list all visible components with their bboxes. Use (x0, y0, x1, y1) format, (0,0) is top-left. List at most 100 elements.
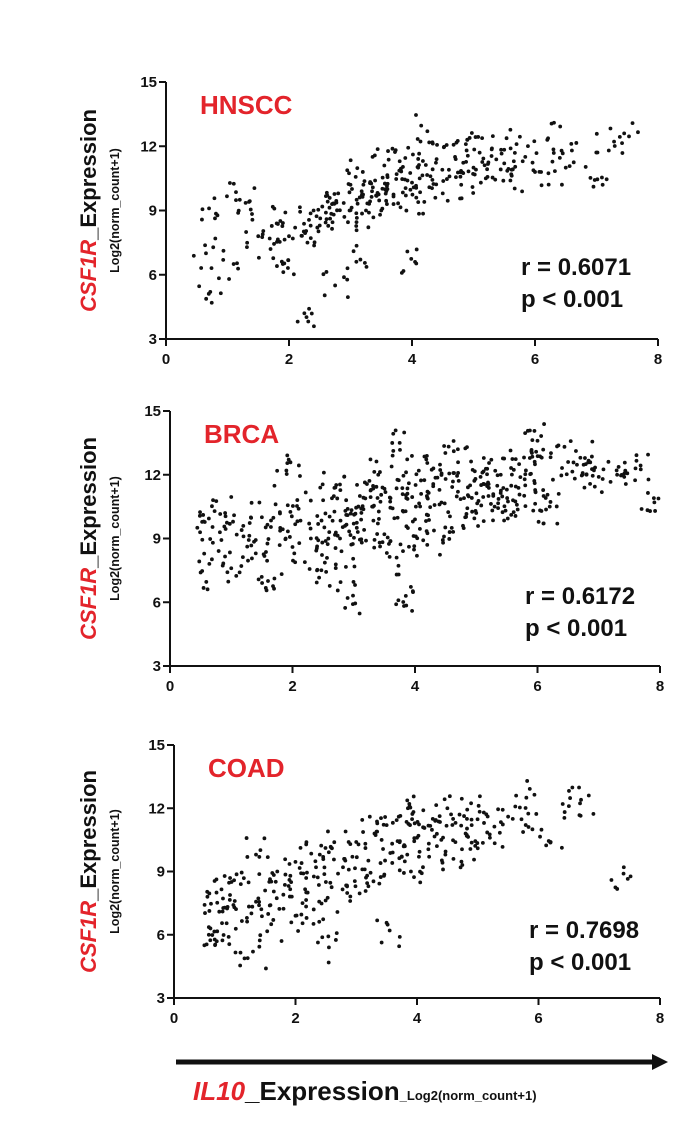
data-point (636, 130, 640, 135)
data-point (254, 852, 258, 857)
data-point (606, 148, 611, 153)
data-point (421, 808, 426, 813)
data-point (526, 811, 531, 816)
data-point (347, 529, 352, 534)
data-point (223, 527, 228, 531)
data-point (348, 533, 353, 537)
data-point (592, 484, 597, 489)
panel-coad: 0 2 4 6 8 3 6 9 12 15 CSF1R_Expression Log2(norm_co… (76, 737, 664, 1027)
data-point (405, 491, 410, 496)
data-point (301, 871, 306, 876)
data-point (382, 873, 386, 878)
data-point (216, 549, 221, 553)
data-point (390, 841, 395, 846)
data-point (210, 557, 214, 562)
data-point (328, 216, 332, 221)
data-point (439, 471, 444, 476)
data-point (563, 165, 568, 170)
data-point (572, 476, 577, 481)
data-point (412, 836, 417, 841)
data-point (379, 492, 384, 497)
data-point (338, 482, 342, 487)
data-point (532, 139, 537, 144)
data-point (234, 872, 239, 877)
data-point (645, 508, 650, 513)
data-point (348, 899, 353, 903)
data-point (354, 840, 359, 844)
x-tick-label: 4 (408, 351, 417, 368)
data-point (221, 561, 226, 566)
data-point (289, 894, 294, 899)
data-point (510, 816, 515, 821)
data-point (345, 596, 350, 600)
data-point (321, 272, 326, 277)
data-point (425, 129, 430, 134)
data-point (384, 920, 389, 925)
data-point (523, 431, 528, 436)
data-point (439, 500, 444, 505)
data-point (296, 506, 301, 511)
data-point (493, 468, 498, 473)
y-axis-label-rest: _Expression (76, 109, 101, 241)
data-point (382, 181, 387, 186)
p-value: p < 0.001 (529, 949, 631, 976)
data-point (333, 530, 338, 535)
data-point (328, 880, 333, 885)
data-point (482, 821, 486, 825)
data-point (232, 899, 237, 903)
data-point (532, 478, 537, 483)
data-point (505, 516, 510, 521)
data-point (454, 175, 458, 180)
data-point (405, 249, 410, 254)
data-point (480, 160, 485, 164)
data-point (333, 938, 338, 942)
data-point (604, 177, 609, 182)
data-point (591, 812, 596, 816)
data-point (449, 812, 453, 817)
data-point (191, 253, 196, 258)
data-point (229, 495, 234, 499)
data-point (502, 161, 507, 166)
points-group (202, 779, 633, 971)
data-point (416, 157, 421, 161)
data-point (312, 240, 317, 245)
data-point (247, 533, 252, 538)
data-point (412, 547, 416, 552)
data-point (453, 820, 458, 825)
data-point (239, 564, 244, 568)
data-point (433, 818, 438, 822)
data-point (300, 921, 305, 926)
data-point (398, 205, 403, 210)
data-point (231, 262, 236, 266)
data-point (578, 801, 582, 806)
data-point (368, 870, 373, 875)
data-point (410, 192, 415, 197)
data-point (488, 835, 492, 840)
data-point (419, 871, 424, 876)
data-point (354, 220, 359, 224)
data-point (250, 217, 255, 222)
data-point (271, 515, 276, 520)
data-point (347, 190, 352, 195)
data-point (514, 142, 519, 147)
y-tick-label: 15 (144, 403, 161, 420)
data-point (346, 867, 351, 872)
data-point (304, 315, 309, 320)
data-point (398, 447, 402, 452)
data-point (273, 502, 278, 507)
data-point (357, 891, 362, 896)
data-point (350, 854, 355, 859)
data-point (263, 888, 268, 893)
data-point (471, 191, 476, 195)
data-point (485, 830, 490, 835)
data-point (405, 806, 410, 811)
data-point (638, 463, 643, 468)
data-point (278, 511, 282, 516)
data-point (500, 822, 505, 827)
data-point (304, 876, 309, 880)
data-point (205, 894, 210, 899)
data-point (508, 448, 513, 453)
data-point (487, 461, 491, 465)
data-point (499, 151, 504, 156)
data-point (368, 495, 373, 500)
